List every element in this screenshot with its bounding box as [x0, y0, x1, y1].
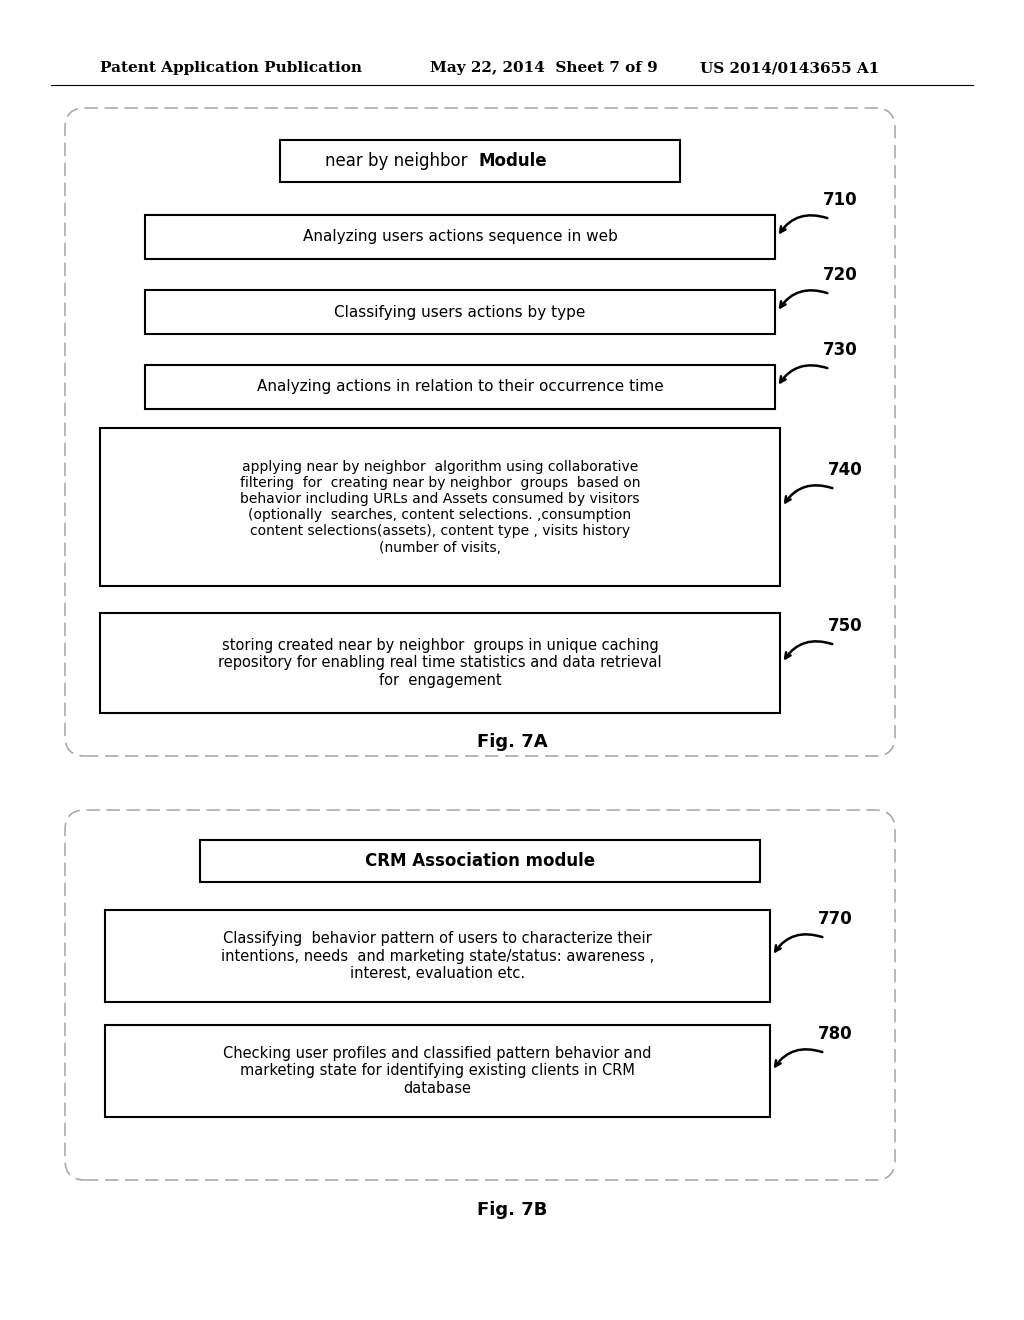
Text: applying near by neighbor  algorithm using collaborative
filtering  for  creatin: applying near by neighbor algorithm usin… — [240, 459, 640, 554]
Bar — [145, 215, 775, 259]
Text: US 2014/0143655 A1: US 2014/0143655 A1 — [700, 61, 880, 75]
Bar — [105, 1026, 770, 1117]
Text: May 22, 2014  Sheet 7 of 9: May 22, 2014 Sheet 7 of 9 — [430, 61, 657, 75]
Text: 770: 770 — [818, 909, 853, 928]
Text: Classifying users actions by type: Classifying users actions by type — [334, 305, 586, 319]
Text: Patent Application Publication: Patent Application Publication — [100, 61, 362, 75]
Text: Fig. 7B: Fig. 7B — [477, 1201, 547, 1218]
Bar — [200, 840, 760, 882]
Text: 740: 740 — [828, 461, 863, 479]
Text: Analyzing actions in relation to their occurrence time: Analyzing actions in relation to their o… — [257, 380, 664, 395]
Text: 730: 730 — [823, 341, 858, 359]
Text: 750: 750 — [828, 616, 862, 635]
FancyBboxPatch shape — [65, 108, 895, 756]
Text: storing created near by neighbor  groups in unique caching
repository for enabli: storing created near by neighbor groups … — [218, 638, 662, 688]
Bar — [145, 290, 775, 334]
Text: Analyzing users actions sequence in web: Analyzing users actions sequence in web — [302, 230, 617, 244]
Text: Checking user profiles and classified pattern behavior and
marketing state for i: Checking user profiles and classified pa… — [223, 1045, 651, 1096]
Text: 780: 780 — [818, 1026, 853, 1043]
Bar — [100, 428, 780, 586]
Text: 710: 710 — [823, 191, 858, 209]
Bar — [100, 612, 780, 713]
Text: CRM Association module: CRM Association module — [365, 851, 595, 870]
FancyBboxPatch shape — [65, 810, 895, 1180]
Bar — [280, 140, 680, 182]
Text: Classifying  behavior pattern of users to characterize their
intentions, needs  : Classifying behavior pattern of users to… — [221, 931, 654, 981]
Bar — [105, 909, 770, 1002]
Text: near by neighbor: near by neighbor — [325, 152, 478, 170]
Text: 720: 720 — [823, 267, 858, 284]
Text: Module: Module — [478, 152, 547, 170]
Text: Fig. 7A: Fig. 7A — [477, 733, 547, 751]
Bar — [145, 366, 775, 409]
